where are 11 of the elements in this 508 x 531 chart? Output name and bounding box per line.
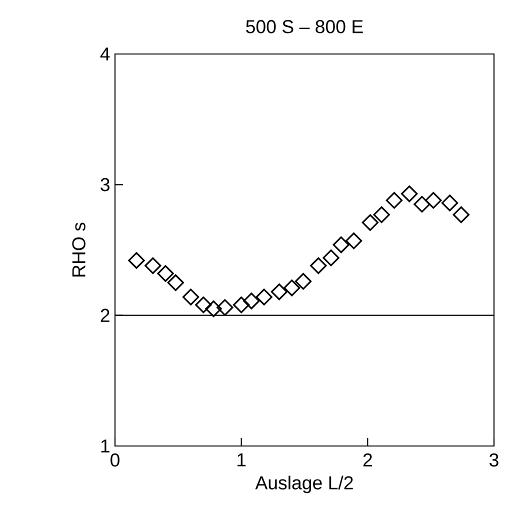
y-tick-label: 4 xyxy=(100,48,110,60)
x-tick-label: 2 xyxy=(363,453,372,466)
y-tick-label: 2 xyxy=(100,308,110,322)
x-axis-title: Auslage L/2 xyxy=(255,476,353,494)
x-tick-label: 1 xyxy=(238,453,246,466)
x-tick-label: 3 xyxy=(490,453,498,467)
y-axis-title: RHO s xyxy=(72,222,86,276)
y-tick-label: 3 xyxy=(100,178,110,192)
x-tick-label: 0 xyxy=(110,453,120,467)
chart-title: 500 S – 800 E xyxy=(246,20,363,34)
y-tick-label: 1 xyxy=(101,440,110,452)
